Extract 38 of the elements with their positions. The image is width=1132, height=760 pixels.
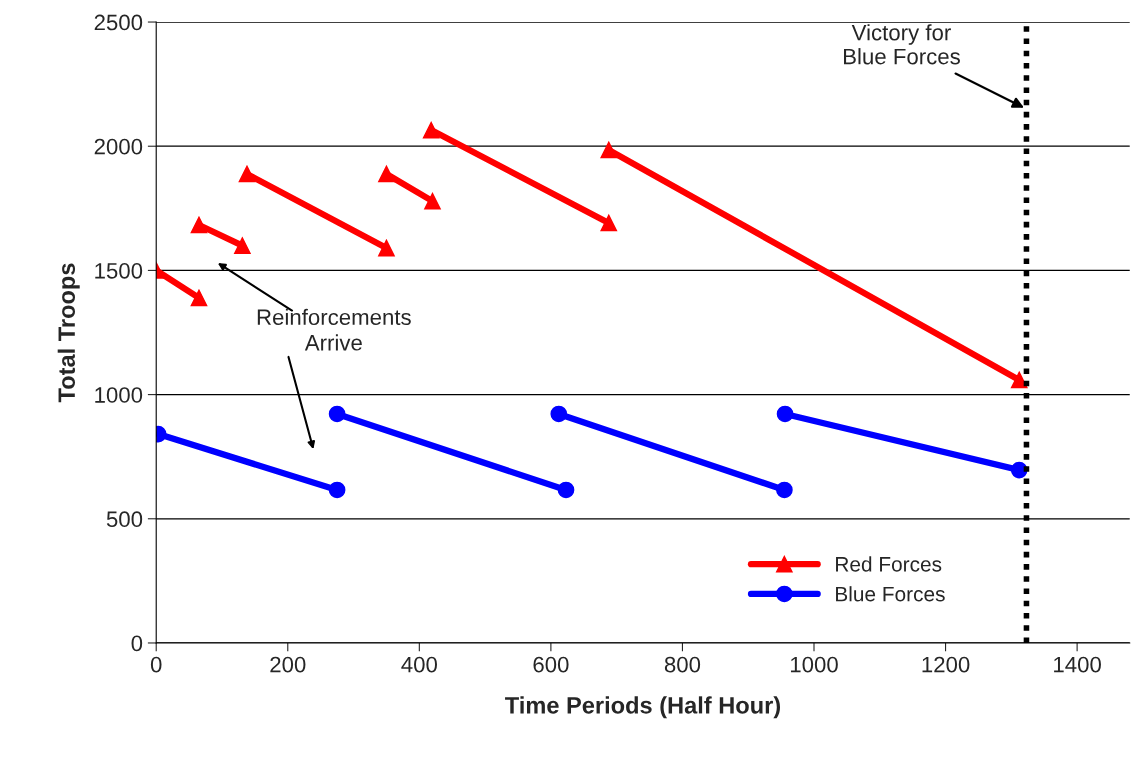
point (424, 192, 441, 210)
y-tick-label: 1500 (95, 262, 143, 279)
y-tick-label: 1000 (95, 387, 143, 403)
point (378, 239, 395, 257)
point (328, 481, 346, 499)
x-tick-label: 200 (270, 656, 306, 673)
point (190, 289, 208, 307)
point (1010, 461, 1028, 479)
legend-label: Blue Forces (836, 586, 945, 602)
x-tick-label: 1200 (922, 656, 970, 673)
x-tick-label: 400 (401, 656, 437, 673)
x-tick-label: 600 (533, 656, 569, 673)
x-tick-label: 1400 (1054, 656, 1101, 673)
point (1010, 371, 1028, 389)
point (600, 214, 618, 232)
point (328, 405, 346, 423)
point (776, 405, 794, 423)
x-tick-label: 0 (150, 656, 162, 673)
y-tick-label: 2500 (94, 14, 143, 31)
ref-line-label: Victory for Blue Forces (844, 24, 960, 65)
point (234, 237, 251, 254)
point (550, 405, 568, 423)
y-tick-label: 0 (131, 635, 143, 652)
point (190, 216, 208, 234)
point (776, 481, 793, 499)
y-tick-label: 500 (106, 511, 143, 528)
y-tick-label: 2000 (94, 138, 143, 155)
legend-label: Red Forces (836, 556, 942, 572)
x-axis-title: Time Periods (Half Hour) (505, 696, 781, 719)
point (600, 141, 618, 159)
point (238, 165, 256, 183)
point (378, 165, 395, 183)
y-axis-title: Total Troops (57, 263, 80, 403)
x-tick-label: 1000 (790, 656, 838, 673)
point (422, 121, 440, 139)
annotation: Reinforcements Arrive (257, 308, 411, 351)
x-tick-label: 800 (664, 656, 701, 673)
point (557, 481, 575, 499)
